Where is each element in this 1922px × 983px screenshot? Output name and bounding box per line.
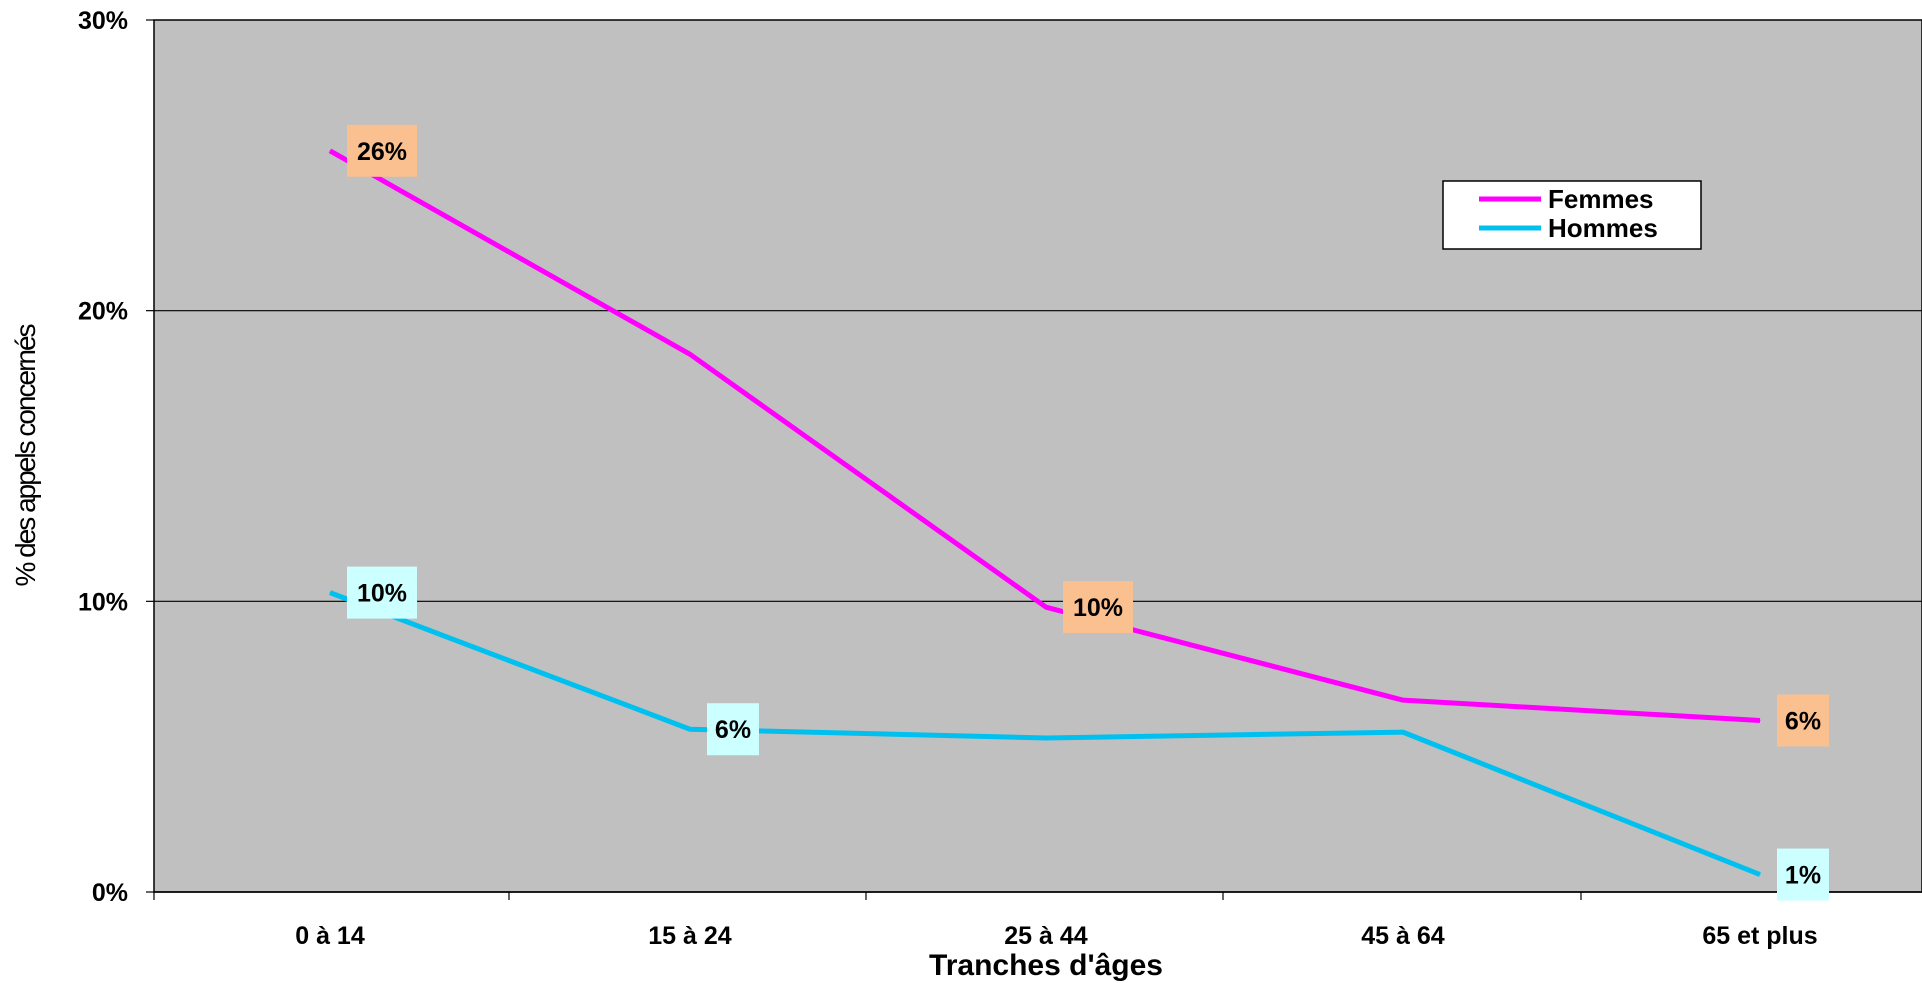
data-labels: 26% 10% 6% 10% 6% 1% <box>347 124 1829 901</box>
data-label: 10% <box>347 566 417 619</box>
y-axis-title: % des appels concernés <box>10 324 41 586</box>
data-label-text: 26% <box>357 138 407 166</box>
data-point <box>1045 737 1047 739</box>
data-label-bg <box>347 124 417 177</box>
series-lines <box>328 148 1761 877</box>
data-label-bg <box>1777 694 1829 747</box>
legend-box <box>1442 180 1702 250</box>
data-point <box>1759 874 1761 876</box>
x-tick-label: 25 à 44 <box>1004 922 1088 950</box>
data-label-text: 6% <box>1785 708 1821 736</box>
x-tick-label: 0 à 14 <box>295 922 365 950</box>
y-tick-label: 0% <box>92 879 128 907</box>
data-label-bg <box>347 566 417 619</box>
data-point <box>1045 606 1047 608</box>
data-point <box>1759 720 1761 722</box>
data-label: 10% <box>1063 581 1133 634</box>
data-label: 26% <box>347 124 417 177</box>
data-label: 6% <box>1777 694 1829 747</box>
data-point <box>1402 699 1404 701</box>
y-tick-label: 10% <box>78 588 128 616</box>
data-label: 6% <box>707 703 759 756</box>
data-label: 1% <box>1777 848 1829 901</box>
y-tick-label: 20% <box>78 298 128 326</box>
data-label-bg <box>1777 848 1829 901</box>
x-tick-label: 45 à 64 <box>1361 922 1445 950</box>
data-point <box>689 728 691 730</box>
plot-area <box>153 19 1922 893</box>
data-label-text: 10% <box>1073 594 1123 622</box>
legend-label-femmes: Femmes <box>1548 184 1654 214</box>
legend-label-hommes: Hommes <box>1548 213 1658 243</box>
x-tick-label: 65 et plus <box>1702 922 1817 950</box>
data-point <box>329 592 331 594</box>
data-point <box>1402 731 1404 733</box>
data-point <box>329 150 331 152</box>
data-label-bg <box>1063 581 1133 634</box>
x-axis-title: Tranches d'âges <box>929 949 1163 982</box>
data-label-bg <box>707 703 759 756</box>
data-point <box>689 353 691 355</box>
axes: 0% 10% 20% 30% 0 à 14 15 à 24 25 à 44 45 à 64 65… <box>78 7 1922 950</box>
y-tick-label: 30% <box>78 7 128 35</box>
data-label-text: 10% <box>357 580 407 608</box>
data-label-text: 6% <box>715 716 751 744</box>
x-tick-label: 15 à 24 <box>648 922 732 950</box>
data-label-text: 1% <box>1785 862 1821 890</box>
